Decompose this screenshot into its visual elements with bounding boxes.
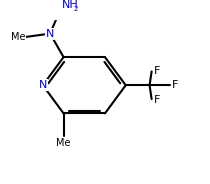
Text: F: F: [172, 80, 179, 90]
Text: Me: Me: [11, 32, 25, 42]
Text: Me: Me: [56, 138, 71, 148]
Text: F: F: [154, 95, 160, 105]
Text: F: F: [154, 66, 160, 77]
Text: N: N: [39, 80, 47, 90]
Text: NH: NH: [62, 0, 78, 10]
Text: 2: 2: [74, 6, 78, 12]
Text: N: N: [46, 29, 54, 39]
